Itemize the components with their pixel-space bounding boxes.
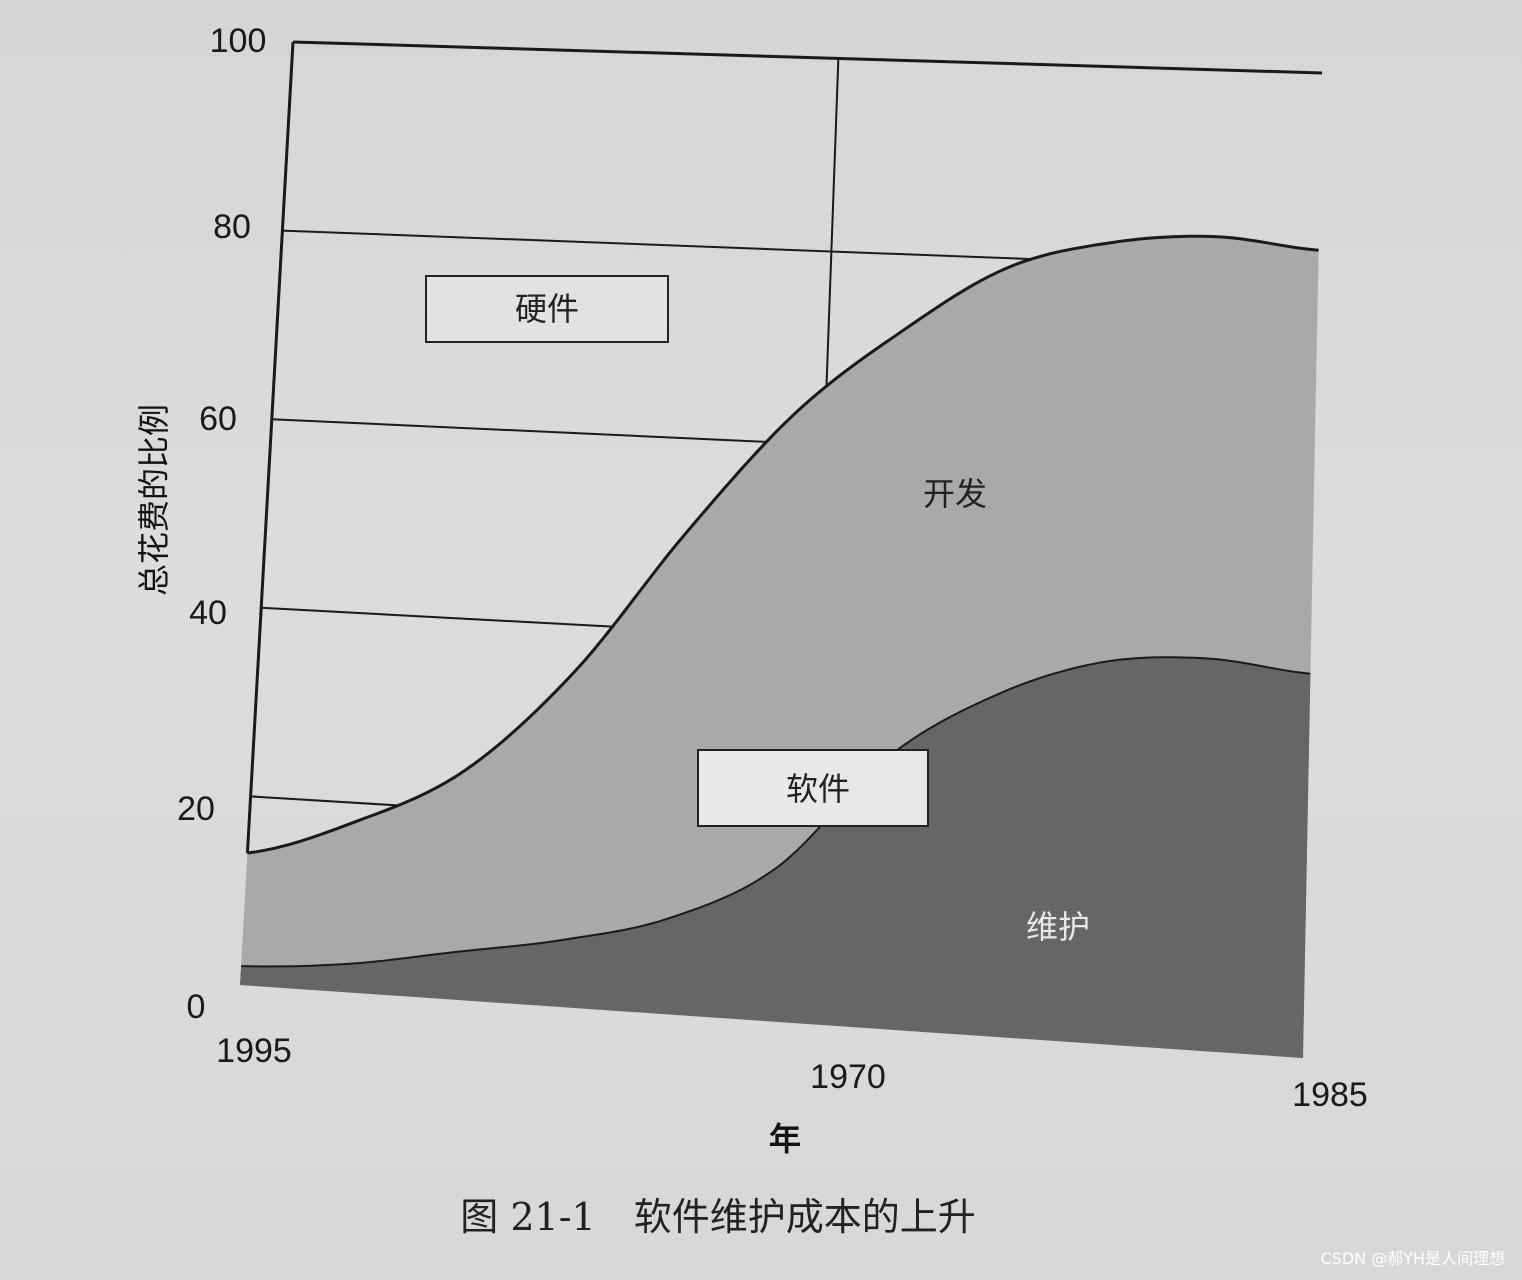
y-tick-40: 40	[189, 594, 227, 632]
y-tick-20: 20	[177, 790, 215, 828]
x-axis-title: 年	[769, 1120, 801, 1158]
x-tick-1970: 1970	[810, 1058, 886, 1096]
y-tick-80: 80	[213, 208, 251, 246]
software-label-box	[697, 749, 929, 827]
y-axis-title: 总花费的比例	[135, 404, 173, 596]
frame-left	[245, 41, 295, 854]
line-development	[247, 234, 1319, 855]
figure-caption: 图 21-1 软件维护成本的上升	[460, 1195, 975, 1239]
line-maintenance	[241, 656, 1311, 968]
maintenance-label: 维护	[1026, 908, 1090, 946]
development-label: 开发	[923, 475, 987, 513]
frame-top	[292, 40, 1323, 75]
watermark: CSDN @郝YH是人间理想	[1320, 1249, 1505, 1268]
y-tick-0: 0	[187, 988, 206, 1026]
area-layer	[240, 236, 1319, 1059]
x-tick-1985: 1985	[1292, 1076, 1368, 1114]
hardware-label: 硬件	[515, 290, 579, 328]
y-tick-60: 60	[199, 400, 237, 438]
area-maintenance	[240, 657, 1311, 1058]
y-tick-100: 100	[210, 22, 267, 60]
software-label: 软件	[786, 770, 850, 808]
line-layer	[241, 40, 1323, 968]
x-tick-1995: 1995	[216, 1032, 292, 1070]
hardware-label-box	[425, 275, 669, 343]
